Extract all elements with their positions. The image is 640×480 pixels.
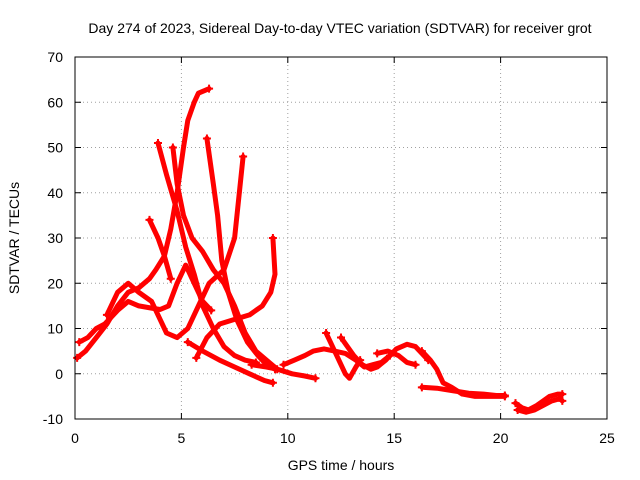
x-tick-label: 20 <box>493 430 509 446</box>
point-marker <box>500 391 509 400</box>
x-axis-title: GPS time / hours <box>288 457 395 473</box>
point-marker <box>417 383 426 392</box>
y-tick-label: 70 <box>47 49 63 65</box>
series-track-9 <box>185 339 276 386</box>
point-marker <box>558 396 567 405</box>
y-tick-label: 60 <box>47 94 63 110</box>
series-track-14 <box>374 348 418 368</box>
point-marker <box>513 405 522 414</box>
y-tick-label: 40 <box>47 185 63 201</box>
y-tick-label: 50 <box>47 140 63 156</box>
point-marker <box>239 152 248 161</box>
point-marker <box>168 143 177 152</box>
point-marker <box>247 360 256 369</box>
y-tick-label: 20 <box>47 275 63 291</box>
series-track-7 <box>204 135 278 372</box>
series-track-13 <box>338 335 431 372</box>
point-marker <box>166 274 175 283</box>
y-tick-label: 10 <box>47 321 63 337</box>
point-marker <box>417 347 426 356</box>
x-tick-label: 10 <box>280 430 296 446</box>
point-marker <box>207 306 216 315</box>
point-marker <box>337 333 345 342</box>
point-marker <box>202 134 211 143</box>
point-marker <box>311 374 320 383</box>
series-track-10 <box>249 362 318 381</box>
x-tick-label: 0 <box>71 430 79 446</box>
point-marker <box>279 360 288 369</box>
point-marker <box>153 138 162 147</box>
point-marker <box>192 353 201 362</box>
point-marker <box>322 329 331 338</box>
point-marker <box>205 84 214 93</box>
point-marker <box>102 310 111 319</box>
series-track-18 <box>515 396 565 415</box>
series-track-16 <box>419 384 508 398</box>
series-track-3 <box>104 154 246 341</box>
series-track-8 <box>193 235 278 361</box>
y-tick-label: 0 <box>55 366 63 382</box>
point-marker <box>268 378 277 387</box>
x-tick-label: 5 <box>178 430 186 446</box>
series-track-11 <box>281 346 393 370</box>
point-marker <box>75 338 84 347</box>
point-marker <box>373 349 382 358</box>
series-layer <box>73 84 567 415</box>
series-track-4 <box>147 217 174 282</box>
point-marker <box>558 390 567 399</box>
point-marker <box>411 360 420 369</box>
series-track-12 <box>323 330 363 381</box>
chart-title: Day 274 of 2023, Sidereal Day-to-day VTE… <box>88 20 591 36</box>
series-track-1 <box>74 86 212 361</box>
y-tick-label: 30 <box>47 230 63 246</box>
axis-ticks: 0 5 10 15 20 25 -10 0 10 20 30 40 50 60 70 <box>43 49 615 446</box>
x-tick-label: 25 <box>599 430 615 446</box>
y-tick-label: -10 <box>43 411 63 427</box>
point-marker <box>268 234 277 242</box>
point-marker <box>73 353 82 362</box>
point-marker <box>145 215 154 224</box>
point-marker <box>511 399 520 408</box>
series-track-17 <box>513 391 565 413</box>
y-axis-title: SDTVAR / TECUs <box>6 182 22 294</box>
series-track-2 <box>76 262 214 345</box>
x-tick-label: 15 <box>386 430 402 446</box>
series-track-5 <box>155 140 259 365</box>
point-marker <box>183 338 192 347</box>
